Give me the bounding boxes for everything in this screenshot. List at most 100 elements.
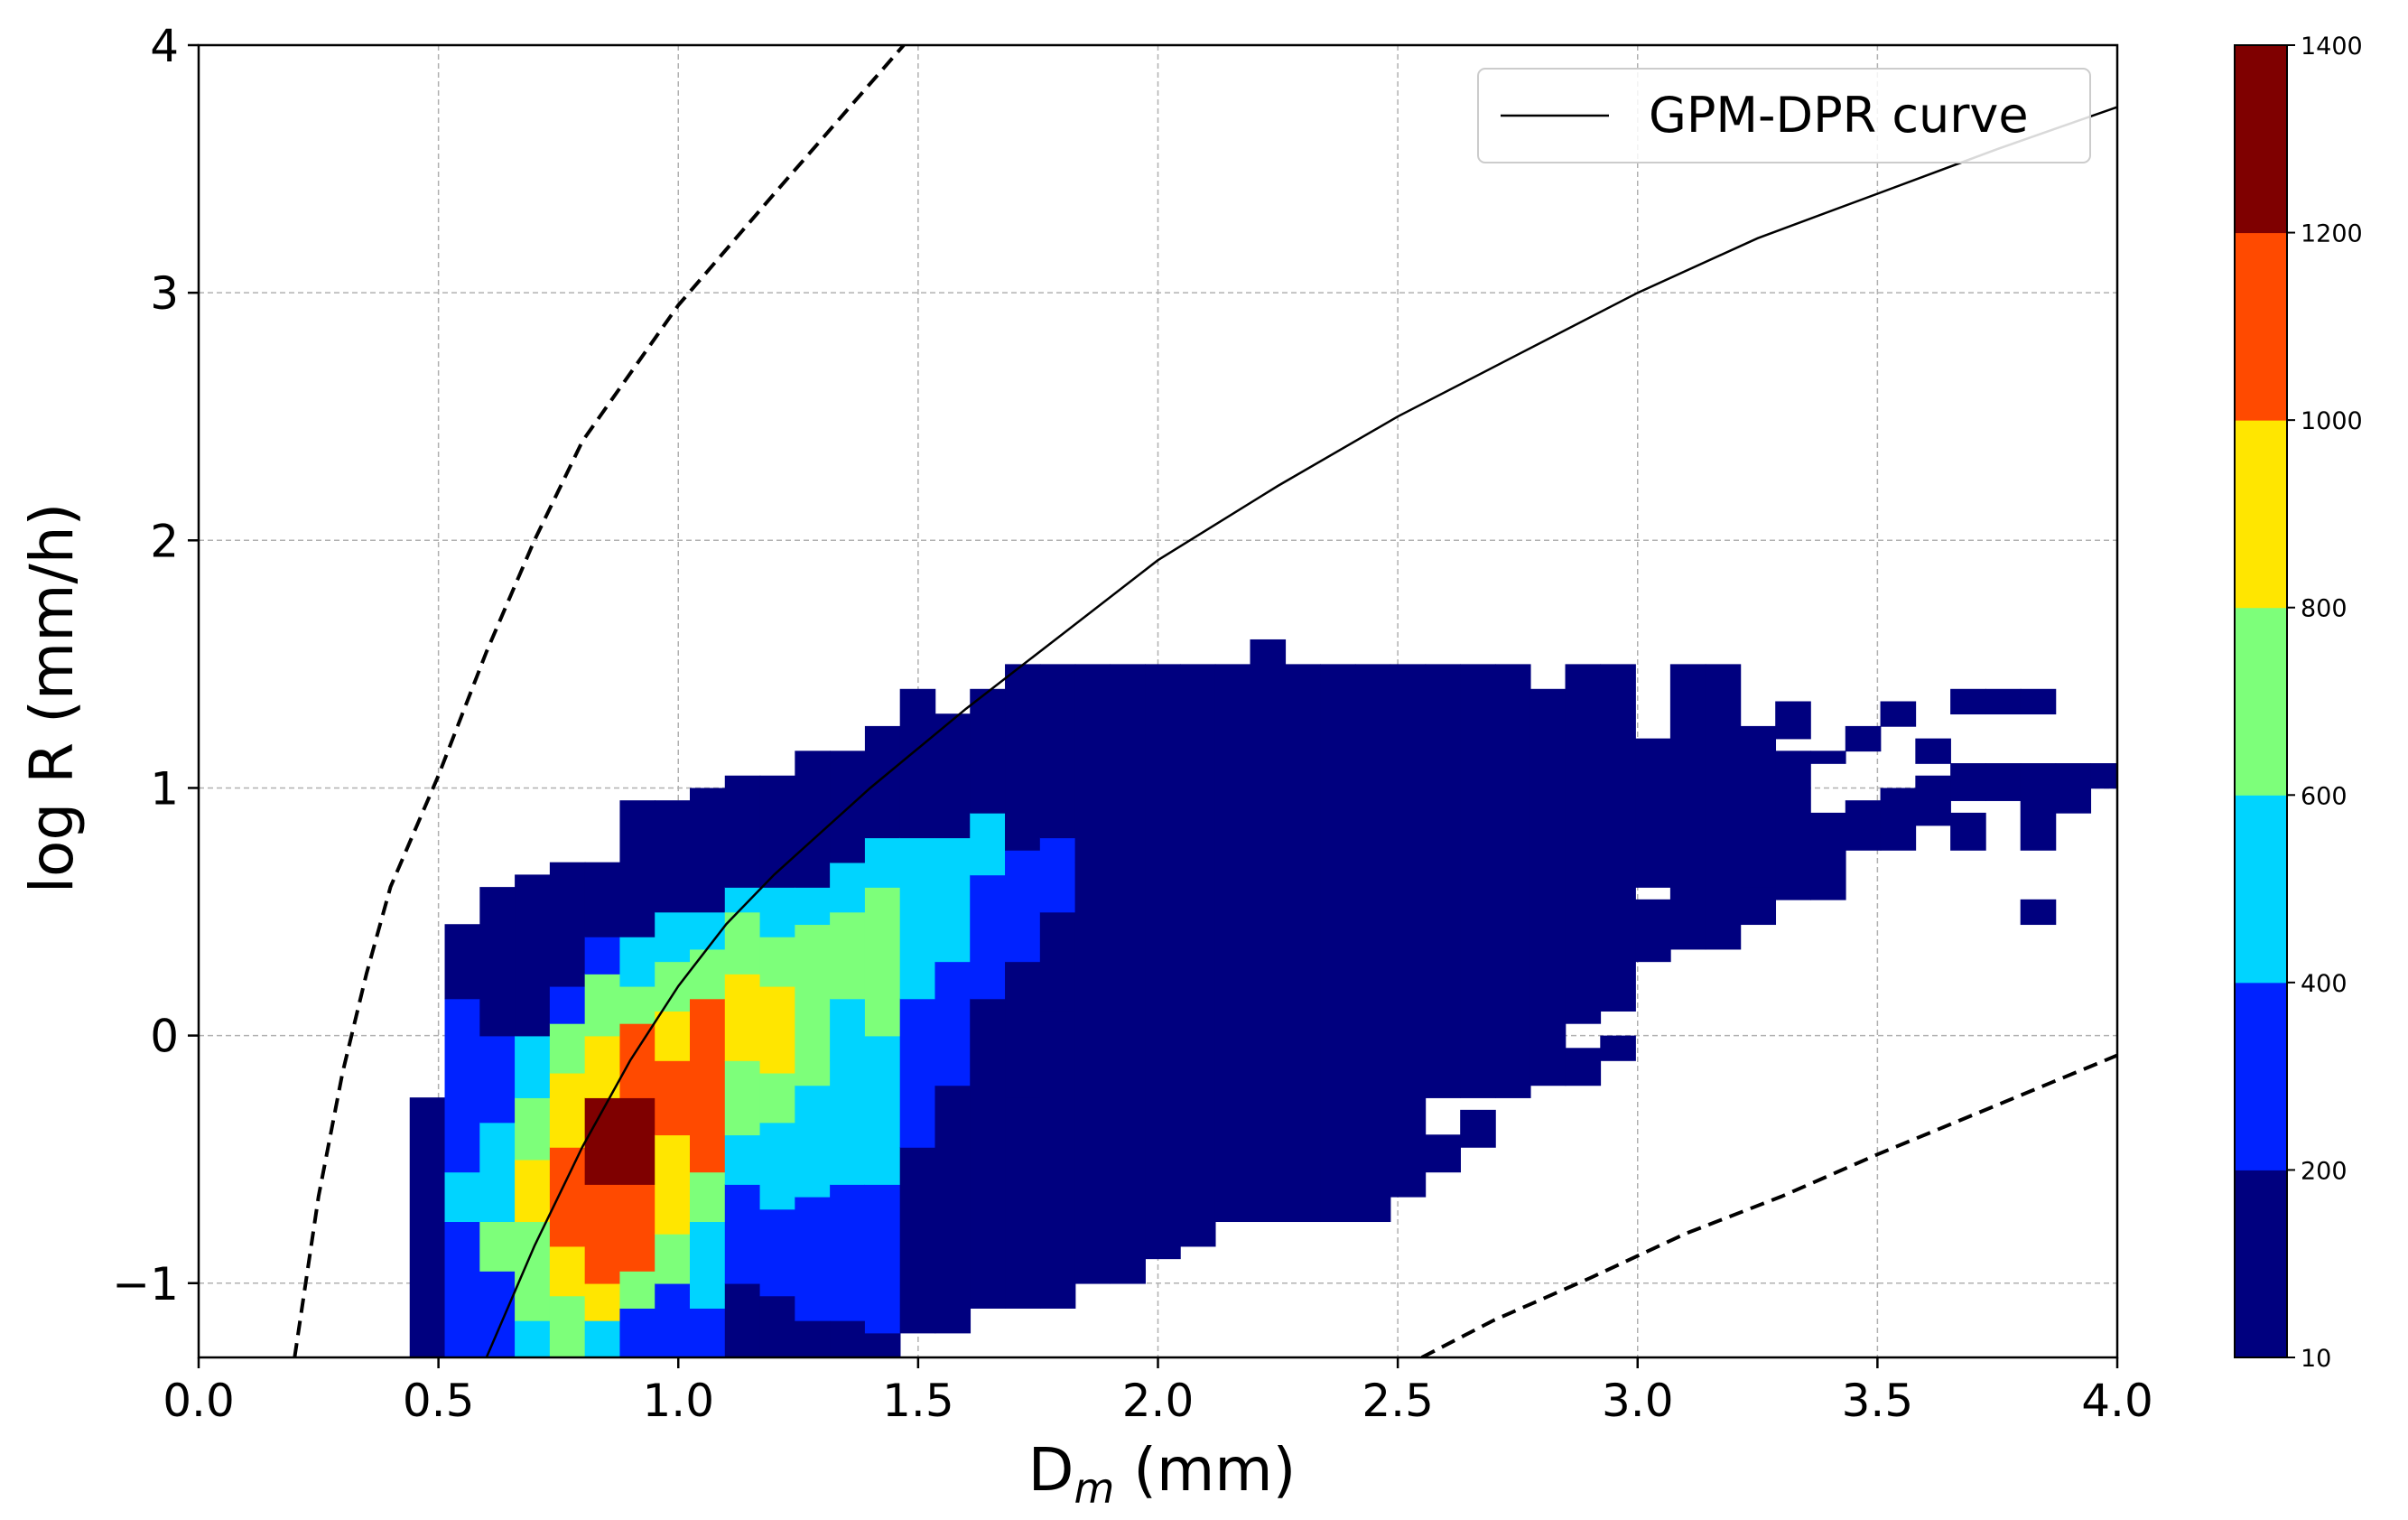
x-axis-label-main: D [1028, 1435, 1074, 1505]
heatmap-cell [2161, 713, 2197, 739]
heatmap-cell [970, 812, 1006, 876]
heatmap-cell [724, 974, 761, 1061]
heatmap-cell [619, 985, 656, 1024]
heatmap-cell [899, 998, 936, 1148]
x-tick-label: 0.0 [163, 1375, 235, 1427]
heatmap-cell [1985, 763, 2022, 789]
colorbar-labels: 10 200 400 600 800 1000 1200 1400 [2287, 33, 2363, 1373]
y-tick-label: 1 [150, 762, 179, 815]
heatmap-cell [864, 1184, 901, 1334]
heatmap-cell [619, 1184, 656, 1272]
heatmap-cell [690, 788, 726, 913]
x-tick-label: 4.0 [2081, 1375, 2153, 1427]
heatmap-cell [1494, 664, 1531, 1098]
dashed-bound-curve-2 [1420, 1053, 2117, 1357]
heatmap-cell [549, 1146, 586, 1247]
heatmap-cell [1880, 788, 1917, 851]
heatmap-cell [619, 1022, 656, 1098]
heatmap-cell [830, 1320, 866, 1357]
heatmap-cell [759, 985, 796, 1074]
heatmap-cell [1039, 911, 1076, 1012]
heatmap-cell [1985, 788, 2022, 801]
heatmap-cell [1390, 664, 1427, 1198]
heatmap-cell [970, 1122, 1006, 1309]
heatmap-cell [1074, 862, 1111, 987]
colorbar-band [2235, 982, 2287, 1170]
heatmap-cell [1565, 664, 1602, 1024]
heatmap-cell [1740, 887, 1777, 926]
heatmap-cell [515, 1282, 551, 1321]
heatmap-cell [479, 1035, 516, 1124]
legend: GPM-DPR curve [1477, 68, 2091, 163]
heatmap-cell [1950, 688, 1986, 715]
heatmap-cell [795, 1320, 831, 1357]
heatmap-cell [1145, 664, 1181, 1260]
heatmap-cell [655, 800, 691, 913]
y-tick-label: 4 [150, 20, 179, 72]
heatmap-cell [584, 1184, 621, 1284]
heatmap-cell [690, 1221, 726, 1309]
colorbar-tick-label: 10 [2301, 1345, 2331, 1373]
heatmap-cell [619, 1308, 656, 1357]
heatmap-cell [1950, 763, 1986, 801]
legend-label-gpm-dpr: GPM-DPR curve [1649, 87, 2029, 144]
heatmap-cell [1880, 701, 1917, 727]
heatmap-cell [655, 1134, 691, 1235]
heatmap-cell [1635, 738, 1671, 888]
heatmap-cell [655, 1060, 691, 1136]
colorbar-tick-label: 200 [2301, 1157, 2348, 1185]
heatmap-cell [759, 1208, 796, 1297]
heatmap-cell [515, 1320, 551, 1357]
heatmap-cell [830, 911, 866, 1000]
colorbar-band [2235, 232, 2287, 421]
colorbar-band [2235, 795, 2287, 984]
heatmap-cell [759, 887, 796, 937]
heatmap-cell [619, 1271, 656, 1309]
heatmap-cell [1810, 812, 1846, 900]
x-axis-ticks: 0.0 0.5 1.0 1.5 2.0 2.5 3.0 3.5 4.0 [163, 1357, 2153, 1427]
heatmap-cell [899, 688, 936, 839]
heatmap-cell [795, 924, 831, 1024]
heatmap-cell [1915, 775, 1951, 826]
heatmap-cell [934, 961, 972, 1086]
colorbar-band [2235, 607, 2287, 796]
heatmap-cell [1425, 1134, 1461, 1173]
heatmap-cell [549, 985, 586, 1024]
heatmap-cell [515, 1097, 551, 1161]
y-tick-label: 0 [150, 1011, 179, 1063]
heatmap-cell [830, 1184, 866, 1321]
heatmap-cell [549, 1072, 586, 1148]
y-tick-label: 2 [150, 515, 179, 567]
heatmap-cell [759, 936, 796, 987]
heatmap-cell [1600, 1035, 1636, 1061]
heatmap-cell [724, 775, 761, 888]
heatmap-cell [549, 862, 586, 987]
heatmap-cell [1845, 800, 1882, 851]
heatmap-cell [619, 936, 656, 987]
colorbar-band [2235, 45, 2287, 234]
heatmap-cell [724, 1060, 761, 1136]
heatmap-cell [655, 911, 691, 963]
heatmap-cell [444, 998, 481, 1173]
heatmap-cell [1740, 725, 1777, 888]
colorbar-band [2235, 420, 2287, 609]
heatmap-cell [1250, 639, 1287, 1223]
heatmap-cell [690, 1085, 726, 1173]
legend-box [1477, 68, 2091, 163]
y-axis-label: log R (mm/h) [17, 503, 87, 894]
x-tick-label: 1.5 [882, 1375, 954, 1427]
heatmap-cell [795, 1196, 831, 1321]
x-tick-label: 2.5 [1362, 1375, 1434, 1427]
heatmap-cell [444, 924, 481, 1000]
heatmap-cell [795, 1022, 831, 1086]
x-tick-label: 2.0 [1122, 1375, 1195, 1427]
heatmap-cell [1600, 664, 1636, 1012]
x-tick-label: 3.0 [1602, 1375, 1674, 1427]
heatmap-cell [690, 911, 726, 950]
heatmap-cell [2196, 739, 2232, 764]
heatmap-cell [444, 1171, 481, 1223]
heatmap-cell [2125, 689, 2162, 714]
heatmap-cell [1179, 664, 1216, 1247]
heatmap-cell [549, 1295, 586, 1357]
